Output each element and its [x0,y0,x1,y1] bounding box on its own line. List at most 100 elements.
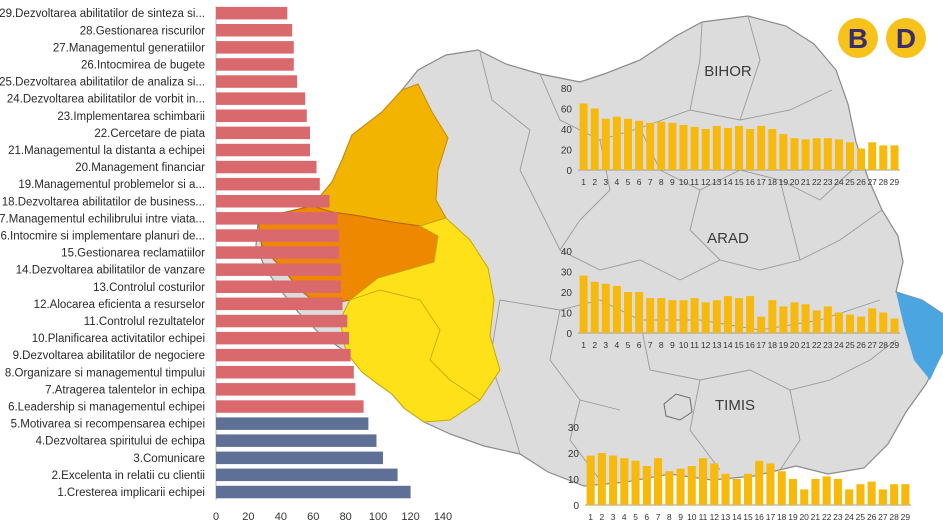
mini-x-tick-20: 20 [799,512,809,522]
mini-bar-6 [635,292,644,333]
mini-bar-20 [790,138,799,170]
bar-label-21: 21.Managementul la distanta a echipei [8,145,205,157]
logo-b-circle [838,18,878,58]
logo-letter-d: D [896,23,916,54]
mini-x-tick-24: 24 [834,340,844,350]
mini-x-tick-19: 19 [779,340,789,350]
mini-y-tick-10: 10 [561,309,573,320]
x-tick-120: 120 [401,511,419,523]
mini-bar-22 [812,138,821,170]
bar-2 [216,468,398,482]
mini-x-tick-4: 4 [615,340,620,350]
bar-26 [216,58,294,71]
mini-x-tick-8: 8 [659,340,664,350]
mini-bar-15 [735,125,743,170]
mini-x-tick-29: 29 [890,177,900,187]
mini-x-tick-15: 15 [743,512,753,522]
mini-x-tick-8: 8 [667,512,672,522]
mini-x-tick-10: 10 [679,177,689,187]
mini-bar-25 [846,314,854,333]
bar-8 [216,366,354,379]
mini-bar-25 [856,484,865,505]
mini-x-tick-21: 21 [811,512,821,522]
mini-bar-26 [867,481,876,505]
bar-label-10: 10.Planificarea activitatilor echipei [32,333,205,345]
mini-x-tick-21: 21 [801,340,811,350]
mini-bar-27 [868,142,877,170]
mini-bar-26 [857,316,866,333]
mini-x-tick-22: 22 [822,512,832,522]
mini-x-tick-22: 22 [812,340,822,350]
bar-16 [216,229,340,242]
mini-bar-1 [586,455,595,505]
mini-bar-24 [834,139,843,171]
mini-bar-28 [879,145,888,170]
bar-19 [216,177,320,191]
bar-label-2: 2.Excelenta in relatii cu clientii [52,470,205,482]
mini-title-bihor: BIHOR [704,63,752,80]
bucharest-outline [663,393,693,421]
mini-x-tick-5: 5 [633,512,638,522]
county-borders [479,15,897,481]
mini-x-tick-14: 14 [723,340,733,350]
mini-bar-27 [878,489,887,505]
mini-bar-23 [823,138,832,170]
mini-bar-13 [712,125,721,170]
bar-label-14: 14.Dezvoltarea abilitatilor de vanzare [16,265,205,277]
mini-bar-29 [890,145,899,170]
mini-bar-4 [620,458,629,505]
bar-11 [216,314,348,328]
mini-x-tick-22: 22 [812,177,822,187]
bar-label-6: 6.Leadership si managementul echipei [8,402,205,414]
mini-x-tick-10: 10 [687,512,697,522]
bar-28 [216,24,293,37]
mini-title-timis: TIMIS [715,397,755,414]
mini-bar-27 [868,308,877,333]
mini-x-tick-18: 18 [777,512,787,522]
mini-x-tick-26: 26 [856,177,866,187]
mini-bar-19 [779,306,788,333]
logo-d-circle [886,18,926,58]
mini-x-tick-25: 25 [856,512,866,522]
bar-label-1: 1.Cresterea implicarii echipei [57,487,205,499]
mini-y-tick-30: 30 [561,268,573,279]
mini-x-tick-6: 6 [637,340,642,350]
mini-x-tick-9: 9 [678,512,683,522]
mini-x-tick-14: 14 [723,177,733,187]
mini-bar-18 [768,300,777,333]
mini-bar-16 [755,460,764,505]
mini-y-tick-20: 20 [568,449,580,460]
bar-18 [216,195,330,208]
bar-label-29: 29.Dezvoltarea abilitatilor de sinteza s… [0,8,205,20]
mini-x-tick-28: 28 [879,177,889,187]
mini-x-tick-24: 24 [834,177,844,187]
bar-label-24: 24.Dezvoltarea abilitatilor de vorbit in… [7,94,205,106]
x-tick-20: 20 [242,511,254,523]
mini-bar-3 [609,455,618,505]
mini-bar-6 [635,120,644,170]
mini-x-tick-28: 28 [879,340,889,350]
mini-bar-14 [723,296,732,333]
mini-x-tick-20: 20 [790,177,800,187]
mini-x-tick-18: 18 [768,340,778,350]
mini-x-tick-7: 7 [648,177,653,187]
mini-y-tick-80: 80 [561,84,573,95]
mini-bar-11 [690,298,699,333]
mini-bar-12 [701,302,710,334]
bar-17 [216,212,338,225]
mini-x-tick-16: 16 [745,340,755,350]
mini-bar-12 [701,129,710,170]
mini-bar-1 [579,275,588,333]
mini-bar-6 [642,466,651,505]
mini-bar-28 [890,484,899,505]
bar-label-7: 7.Atragerea talentelor in echipa [45,384,205,396]
logo-letter-b: B [848,23,868,54]
bar-12 [216,297,343,311]
mini-x-tick-27: 27 [867,177,877,187]
mini-bar-12 [710,463,719,505]
mini-bar-28 [879,312,888,333]
bar-label-5: 5.Motivarea si recompensarea echipei [11,419,205,431]
mini-x-tick-21: 21 [801,177,811,187]
mini-x-tick-3: 3 [603,340,608,350]
mini-x-tick-2: 2 [592,177,597,187]
